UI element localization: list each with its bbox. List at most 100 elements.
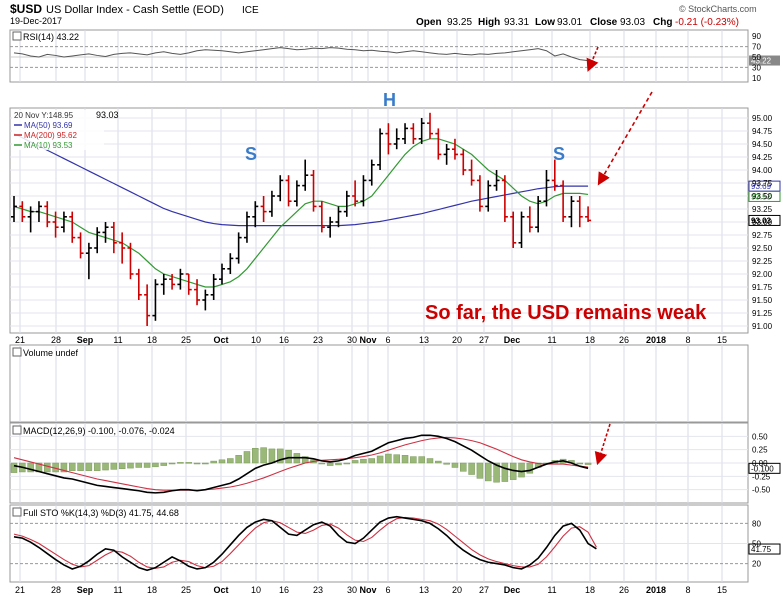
ma50-line: [13, 133, 589, 227]
ohlc-bar: [277, 175, 284, 202]
price-tick-label: 91.50: [752, 296, 773, 305]
ma200-legend: MA(200) 95.62: [24, 131, 77, 140]
macd-histogram-bar: [193, 462, 201, 465]
annotation-text: So far, the USD remains weak: [425, 302, 707, 324]
ohlc-bar: [568, 196, 575, 228]
ohlc-bar: [119, 232, 126, 264]
instrument-name: US Dollar Index - Cash Settle (EOD): [46, 4, 224, 16]
macd-histogram-bar: [77, 462, 84, 471]
macd-histogram-bar: [93, 462, 101, 471]
macd-histogram-bar: [85, 462, 93, 471]
ohlc-bar: [227, 253, 234, 274]
ohlc-bar: [435, 128, 442, 160]
macd-line: [13, 434, 589, 494]
high-value: 93.31: [504, 17, 529, 28]
sto-tick-label: 20: [752, 560, 761, 569]
pattern-head: H: [383, 90, 396, 110]
macd-histogram-bar: [426, 458, 434, 464]
x-tick-label-bottom: 30: [347, 585, 357, 595]
macd-histogram-bar: [135, 462, 143, 468]
close-value: 93.03: [620, 17, 645, 28]
macd-histogram-bar: [68, 462, 76, 471]
ohlc-bar: [85, 242, 92, 280]
macd-histogram-bar: [443, 462, 450, 465]
x-tick-label: 25: [181, 335, 191, 345]
x-tick-label-bottom: 15: [717, 585, 727, 595]
x-tick-label-bottom: Nov: [359, 585, 376, 595]
x-tick-label-bottom: 28: [51, 585, 61, 595]
pattern-left-shoulder: S: [245, 144, 257, 164]
volume-label: Volume undef: [23, 348, 79, 358]
ohlc-bar: [485, 180, 492, 212]
price-tick-label: 95.00: [752, 114, 773, 123]
macd-histogram-bar: [102, 462, 109, 471]
ohlc-bar: [310, 170, 317, 212]
macd-histogram-bar: [177, 462, 184, 464]
macd-histogram-bar: [476, 462, 484, 479]
sto-legend: Full STO %K(14,3) %D(3) 41.75, 44.68: [12, 507, 179, 518]
ohlc-bar: [410, 123, 417, 144]
macd-histogram-bar: [385, 453, 392, 464]
macd-histogram-bar: [202, 462, 209, 465]
macd-histogram-bar: [501, 462, 509, 482]
ohlc-bar: [52, 211, 59, 238]
sto-k-line: [13, 515, 597, 572]
rsi-line: [13, 47, 589, 62]
x-tick-label: 28: [51, 335, 61, 345]
ohlc-bar: [77, 232, 84, 259]
ohlc-bar: [219, 263, 225, 285]
sto-last-badge: [748, 543, 781, 555]
macd-histogram-bar: [401, 455, 409, 464]
x-tick-label: 26: [619, 335, 629, 345]
open-label: Open: [416, 17, 442, 28]
close-label: Close: [590, 17, 618, 28]
macd-histogram-bar: [152, 462, 159, 468]
x-tick-label: Dec: [504, 335, 521, 345]
price-tick-label: 92.75: [752, 231, 773, 240]
price-tick-label: 92.50: [752, 244, 773, 253]
macd-histogram-bar: [185, 462, 192, 464]
price-tick-label: 94.00: [752, 166, 773, 175]
price-tick-label: 94.75: [752, 127, 773, 136]
macd-histogram-bar: [276, 448, 284, 464]
chg-label: Chg: [653, 17, 672, 28]
macd-signal-line: [13, 436, 589, 491]
ohlc-bar: [152, 279, 159, 321]
ohlc-bar: [518, 211, 525, 248]
ohlc-bar: [543, 170, 550, 207]
price-badge: [748, 190, 781, 202]
macd-histogram-bar: [368, 458, 376, 464]
ohlc-bar: [560, 180, 567, 222]
ohlc-bar: [585, 206, 592, 222]
price-legend: 20 Nov Y:148.95 93.03 MA(50) 93.69 MA(20…: [12, 110, 119, 150]
ohlc-bar: [451, 138, 458, 160]
x-tick-label: 2018: [646, 335, 666, 345]
x-tick-label-bottom: 18: [585, 585, 595, 595]
rsi-chart: 43.22: [10, 46, 780, 68]
ohlc-bar: [94, 227, 101, 254]
ohlc-bar: [27, 206, 34, 233]
x-tick-label-bottom: Dec: [504, 585, 521, 595]
x-tick-label: Nov: [359, 335, 376, 345]
ohlc-bar: [402, 123, 409, 144]
x-tick-label: Oct: [213, 335, 228, 345]
macd-histogram-bar: [285, 449, 292, 464]
pattern-right-shoulder: S: [553, 144, 565, 164]
macd-histogram-bar: [10, 462, 18, 473]
rsi-legend: RSI(14) 43.22: [12, 31, 79, 42]
ohlc-bar: [352, 180, 359, 207]
macd-histogram-bar: [460, 462, 467, 472]
ma10-line: [13, 138, 589, 288]
x-tick-label: 10: [251, 335, 261, 345]
x-tick-label: 8: [685, 335, 690, 345]
x-tick-label: 16: [279, 335, 289, 345]
info-value: 93.03: [96, 110, 119, 120]
volume-panel: [9, 344, 749, 423]
macd-tick-label: 0.50: [752, 432, 768, 441]
macd-histogram-bar: [335, 462, 342, 466]
ohlc-bar: [144, 284, 151, 326]
macd-histogram-bar: [343, 462, 351, 465]
price-tick-label: 93.50: [752, 192, 773, 201]
ma10-legend: MA(10) 93.53: [24, 141, 73, 150]
macd-histogram-bar: [326, 462, 334, 466]
